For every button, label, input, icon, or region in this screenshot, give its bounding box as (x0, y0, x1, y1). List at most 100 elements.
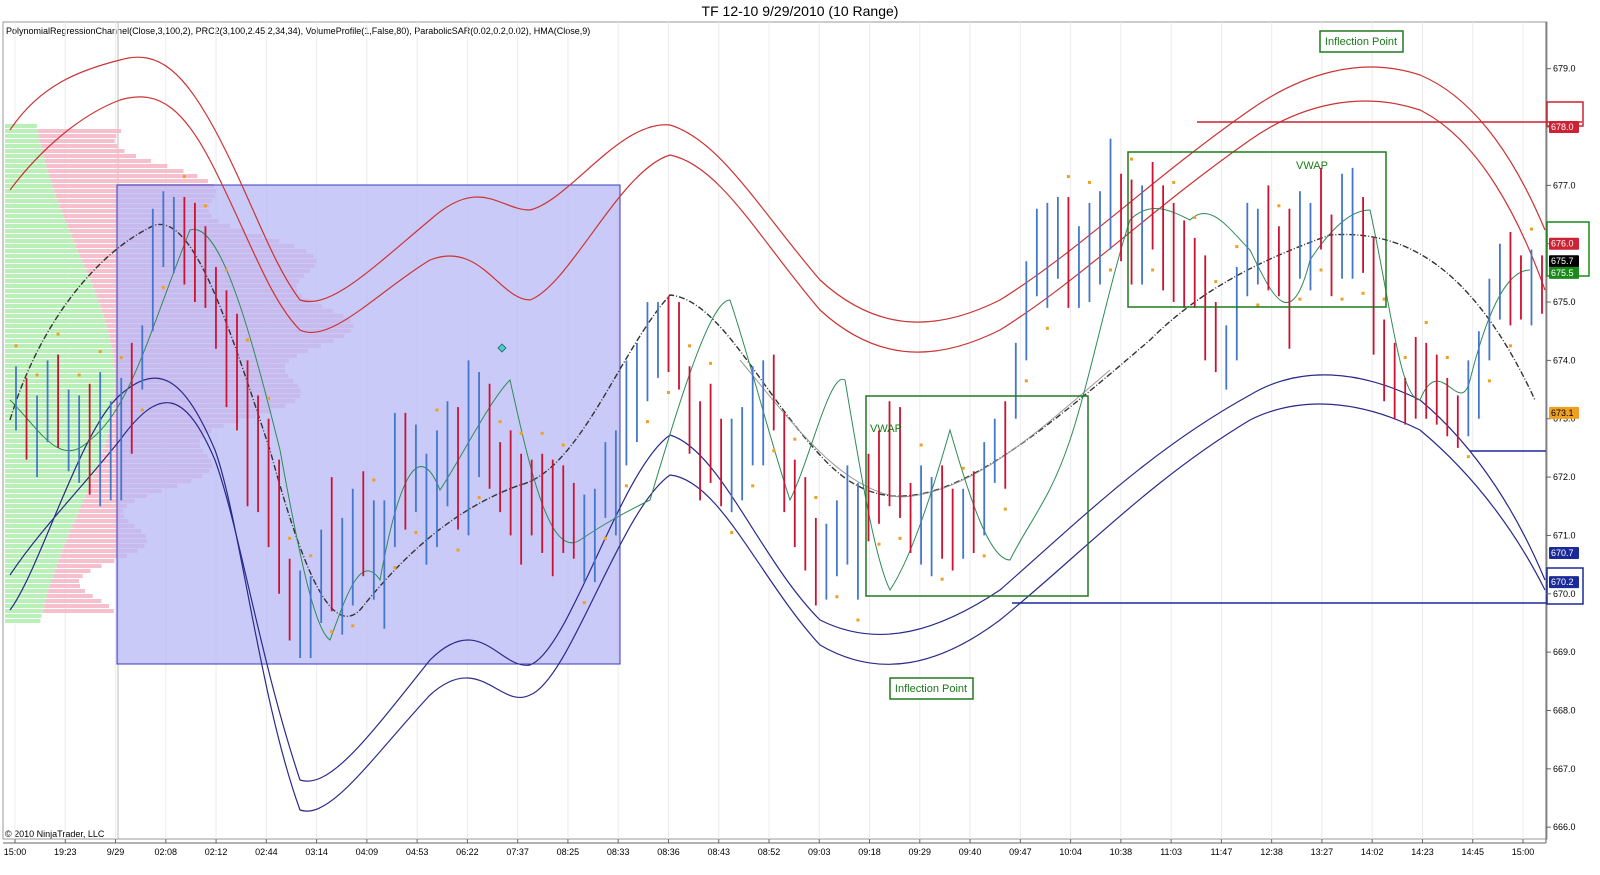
sar-dot (498, 420, 502, 424)
profile-band-green (5, 309, 103, 313)
profile-band-green (5, 349, 113, 353)
profile-band-green (5, 274, 89, 278)
price-tag (1549, 546, 1579, 559)
sar-dot (1529, 227, 1533, 231)
upper-channel-outer (9, 56, 1546, 323)
profile-band-green (5, 619, 41, 623)
x-tick-label: 14:02 (1361, 847, 1384, 857)
profile-band-green (5, 449, 103, 453)
sar-dot (1130, 157, 1134, 161)
profile-band-green (5, 129, 38, 133)
sar-dot (540, 431, 544, 435)
signal-diamond (497, 343, 507, 353)
x-tick-label: 06:22 (456, 847, 479, 857)
sar-dot (751, 484, 755, 488)
x-tick-label: 07:37 (506, 847, 529, 857)
sar-dot (772, 449, 776, 453)
profile-band-green (5, 304, 101, 308)
profile-band-pink (78, 509, 124, 513)
profile-band-green (5, 614, 42, 618)
sar-dot (1487, 379, 1491, 383)
profile-band-green (5, 569, 55, 573)
profile-band-green (5, 219, 66, 223)
profile-band-green (5, 464, 98, 468)
profile-band-green (5, 429, 109, 433)
sar-dot (898, 536, 902, 540)
vwap-label-2: VWAP (1296, 160, 1328, 172)
profile-band-green (5, 254, 81, 258)
profile-band-pink (83, 499, 136, 503)
profile-band-green (5, 244, 76, 248)
sar-dot (1109, 268, 1113, 272)
profile-band-green (5, 514, 77, 518)
x-tick-label: 02:08 (155, 847, 178, 857)
profile-band-green (5, 344, 112, 348)
y-tick-label: 674.0 (1553, 355, 1576, 365)
profile-band-green (5, 549, 63, 553)
profile-band-green (5, 544, 65, 548)
sar-dot (940, 577, 944, 581)
profile-band-green (5, 314, 104, 318)
profile-band-green (5, 189, 55, 193)
profile-band-green (5, 249, 78, 253)
profile-band-green (5, 159, 45, 163)
x-tick-label: 02:12 (205, 847, 228, 857)
profile-band-pink (43, 154, 136, 158)
profile-band-green (5, 559, 59, 563)
profile-band-pink (85, 494, 148, 498)
price-tag (1549, 576, 1579, 589)
x-tick-label: 15:00 (1512, 847, 1535, 857)
sar-dot (793, 437, 797, 441)
x-tick-label: 11:03 (1160, 847, 1182, 857)
profile-band-green (5, 239, 74, 243)
vwap-box-1 (865, 395, 1089, 597)
profile-band-pink (60, 554, 127, 558)
sar-dot (835, 595, 839, 599)
y-tick-label: 669.0 (1553, 647, 1576, 657)
profile-band-green (5, 459, 100, 463)
y-tick-label: 671.0 (1553, 530, 1576, 540)
sar-dot (246, 338, 250, 342)
profile-band-green (5, 469, 96, 473)
chart-title: TF 12-10 9/29/2010 (10 Range) (701, 3, 899, 19)
price-tag-label: 676.0 (1551, 239, 1574, 249)
sar-dot (35, 373, 39, 377)
price-tag (1549, 255, 1579, 268)
profile-band-green (5, 454, 102, 458)
price-tag-label: 678.0 (1551, 122, 1574, 132)
sar-dot (435, 408, 439, 412)
profile-band-green (5, 179, 51, 183)
profile-band-pink (42, 149, 125, 153)
sar-dot (140, 408, 144, 412)
profile-band-pink (48, 589, 85, 593)
profile-band-green (5, 279, 91, 283)
sar-dot (688, 344, 692, 348)
sar-dot (1319, 268, 1323, 272)
x-tick-label: 09:29 (909, 847, 932, 857)
price-tag (1549, 121, 1579, 134)
y-tick-label: 666.0 (1553, 822, 1576, 832)
profile-band-green (5, 504, 81, 508)
sar-dot (1214, 280, 1218, 284)
y-tick-label: 677.0 (1553, 180, 1576, 190)
profile-band-green (5, 589, 49, 593)
inflection-box-bottom (889, 677, 974, 700)
sar-dot (1024, 379, 1028, 383)
price-tag-frame-low (1546, 567, 1584, 605)
value-area-box (116, 184, 621, 665)
profile-band-green (5, 204, 60, 208)
indicator-legend: PolynomialRegressionChannel(Close,3,100,… (6, 26, 591, 36)
profile-band-green (5, 369, 115, 373)
sar-dot (582, 601, 586, 605)
price-tag-label: 675.5 (1551, 268, 1574, 278)
y-tick-label: 670.0 (1553, 589, 1576, 599)
profile-band-green (5, 194, 56, 198)
regression-midline (9, 223, 1536, 617)
profile-band-green (5, 319, 106, 323)
sar-dot (1466, 455, 1470, 459)
sar-dot (1151, 268, 1155, 272)
sar-dot (1382, 297, 1386, 301)
x-tick-label: 19:23 (54, 847, 77, 857)
profile-band-pink (58, 559, 115, 563)
